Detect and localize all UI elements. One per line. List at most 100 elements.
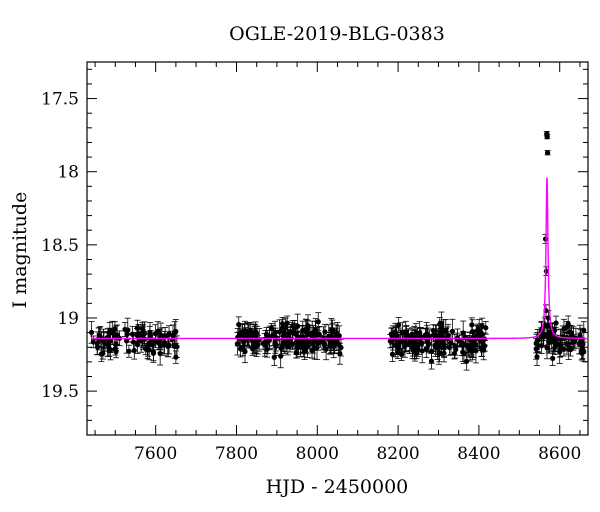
data-point <box>126 348 132 354</box>
x-tick-label: 7800 <box>215 444 258 464</box>
data-point <box>432 344 439 350</box>
data-point <box>284 320 290 326</box>
data-point <box>278 353 284 359</box>
data-point <box>241 328 248 334</box>
y-axis-label: I magnitude <box>9 192 31 309</box>
x-tick-label: 8600 <box>538 444 581 464</box>
data-point <box>106 338 112 345</box>
data-point <box>113 349 119 355</box>
plot-frame <box>86 61 589 436</box>
data-point <box>131 347 137 354</box>
data-point <box>546 336 552 342</box>
data-point <box>415 347 421 353</box>
y-tick-label: 18.5 <box>41 236 79 256</box>
data-point <box>423 346 429 352</box>
data-point <box>94 344 101 350</box>
data-point <box>100 350 106 356</box>
y-tick-label: 19 <box>57 309 79 329</box>
data-point <box>433 332 439 338</box>
data-point <box>327 343 333 349</box>
data-point <box>557 349 563 355</box>
data-point <box>244 334 250 341</box>
data-point <box>237 332 243 338</box>
data-point <box>535 342 541 349</box>
data-point <box>88 329 95 336</box>
data-point <box>271 354 277 360</box>
data-point <box>170 332 176 338</box>
data-point <box>564 341 570 347</box>
data-point <box>303 328 309 334</box>
data-point <box>436 351 442 357</box>
data-point <box>577 333 583 339</box>
data-point <box>315 319 321 325</box>
data-point <box>234 341 240 347</box>
data-point <box>150 350 157 356</box>
data-point <box>459 342 465 348</box>
plot-area: 7600 7800 8000 8200 8400 8600 17.5 18 18.5 19 19.5 <box>41 61 589 464</box>
data-point <box>140 329 146 335</box>
data-point <box>269 326 275 332</box>
data-point <box>581 327 587 333</box>
data-point <box>402 341 409 347</box>
chart-title: OGLE-2019-BLG-0383 <box>229 23 445 45</box>
data-point <box>544 150 551 156</box>
x-tick-label: 8000 <box>296 444 339 464</box>
data-point <box>440 338 446 345</box>
data-point <box>335 341 342 347</box>
data-point <box>294 344 300 350</box>
data-point <box>478 330 485 336</box>
data-point <box>411 344 418 350</box>
data-point <box>174 344 180 350</box>
x-tick-label: 8200 <box>376 444 419 464</box>
y-tick-label: 17.5 <box>41 90 79 110</box>
data-point <box>428 358 435 364</box>
y-tick-label: 18 <box>57 163 79 183</box>
data-point <box>392 329 398 335</box>
data-point <box>469 322 475 328</box>
data-point <box>550 355 556 361</box>
data-point <box>337 351 343 357</box>
data-point <box>551 338 557 344</box>
data-point <box>157 350 163 357</box>
data-point <box>101 338 107 344</box>
data-point <box>134 342 141 348</box>
data-point <box>166 331 172 337</box>
y-tick-label: 19.5 <box>41 382 79 402</box>
data-point <box>135 330 142 336</box>
data-point <box>314 331 320 337</box>
data-point <box>251 331 257 337</box>
data-point <box>250 339 257 346</box>
data-point <box>426 333 432 339</box>
data-point <box>158 332 164 338</box>
data-point <box>333 331 339 337</box>
data-point <box>534 354 540 360</box>
model-curve <box>91 177 586 340</box>
data-point <box>565 321 571 327</box>
data-point <box>262 342 268 348</box>
data-point <box>422 333 429 339</box>
data-point <box>405 333 412 339</box>
data-point <box>471 346 477 352</box>
data-point <box>147 333 153 339</box>
data-point <box>322 329 328 335</box>
x-tick-label: 8400 <box>457 444 500 464</box>
data-point <box>479 346 485 353</box>
data-point <box>474 327 481 334</box>
data-point <box>453 346 459 353</box>
data-point <box>250 346 256 352</box>
data-point <box>112 333 118 339</box>
data-point <box>241 339 247 345</box>
data-point <box>300 341 306 347</box>
data-point <box>445 332 451 339</box>
data-point <box>469 329 475 335</box>
data-point <box>293 339 300 345</box>
data-point <box>161 341 167 348</box>
data-point <box>461 350 467 356</box>
data-point <box>566 346 572 352</box>
data-point <box>464 358 470 364</box>
data-point <box>166 342 172 348</box>
data-point <box>280 340 287 346</box>
data-point <box>466 346 472 352</box>
data-point <box>310 341 316 347</box>
